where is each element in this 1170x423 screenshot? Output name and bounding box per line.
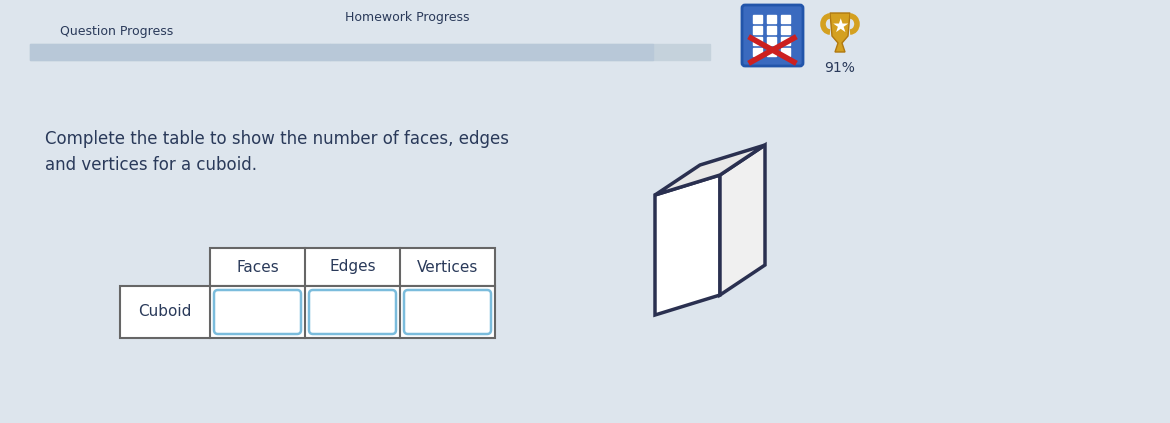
Polygon shape bbox=[655, 175, 720, 315]
Bar bbox=[768, 15, 776, 23]
Polygon shape bbox=[720, 145, 765, 295]
Text: Complete the table to show the number of faces, edges
and vertices for a cuboid.: Complete the table to show the number of… bbox=[44, 130, 509, 174]
Bar bbox=[782, 37, 790, 45]
Bar bbox=[768, 37, 776, 45]
Bar bbox=[330, 44, 710, 60]
Bar bbox=[768, 48, 776, 56]
Bar bbox=[753, 37, 762, 45]
Bar bbox=[209, 248, 495, 286]
Text: Vertices: Vertices bbox=[417, 259, 479, 275]
FancyBboxPatch shape bbox=[742, 5, 803, 66]
FancyBboxPatch shape bbox=[214, 290, 301, 334]
Bar bbox=[753, 48, 762, 56]
Polygon shape bbox=[655, 145, 765, 195]
Bar bbox=[768, 26, 776, 34]
Bar bbox=[330, 44, 653, 60]
Bar bbox=[30, 44, 330, 60]
Bar bbox=[30, 44, 330, 60]
Text: Edges: Edges bbox=[329, 259, 376, 275]
Bar bbox=[782, 48, 790, 56]
Text: Homework Progress: Homework Progress bbox=[345, 11, 469, 25]
Bar bbox=[782, 26, 790, 34]
Bar bbox=[121, 286, 495, 338]
Bar bbox=[753, 15, 762, 23]
FancyBboxPatch shape bbox=[404, 290, 491, 334]
Text: ★: ★ bbox=[831, 16, 848, 36]
Text: Faces: Faces bbox=[236, 259, 278, 275]
Text: 91%: 91% bbox=[825, 61, 855, 75]
Text: Question Progress: Question Progress bbox=[60, 25, 173, 38]
FancyBboxPatch shape bbox=[309, 290, 395, 334]
Bar bbox=[782, 15, 790, 23]
Bar bbox=[753, 26, 762, 34]
Text: Cuboid: Cuboid bbox=[138, 305, 192, 319]
Polygon shape bbox=[830, 13, 849, 52]
